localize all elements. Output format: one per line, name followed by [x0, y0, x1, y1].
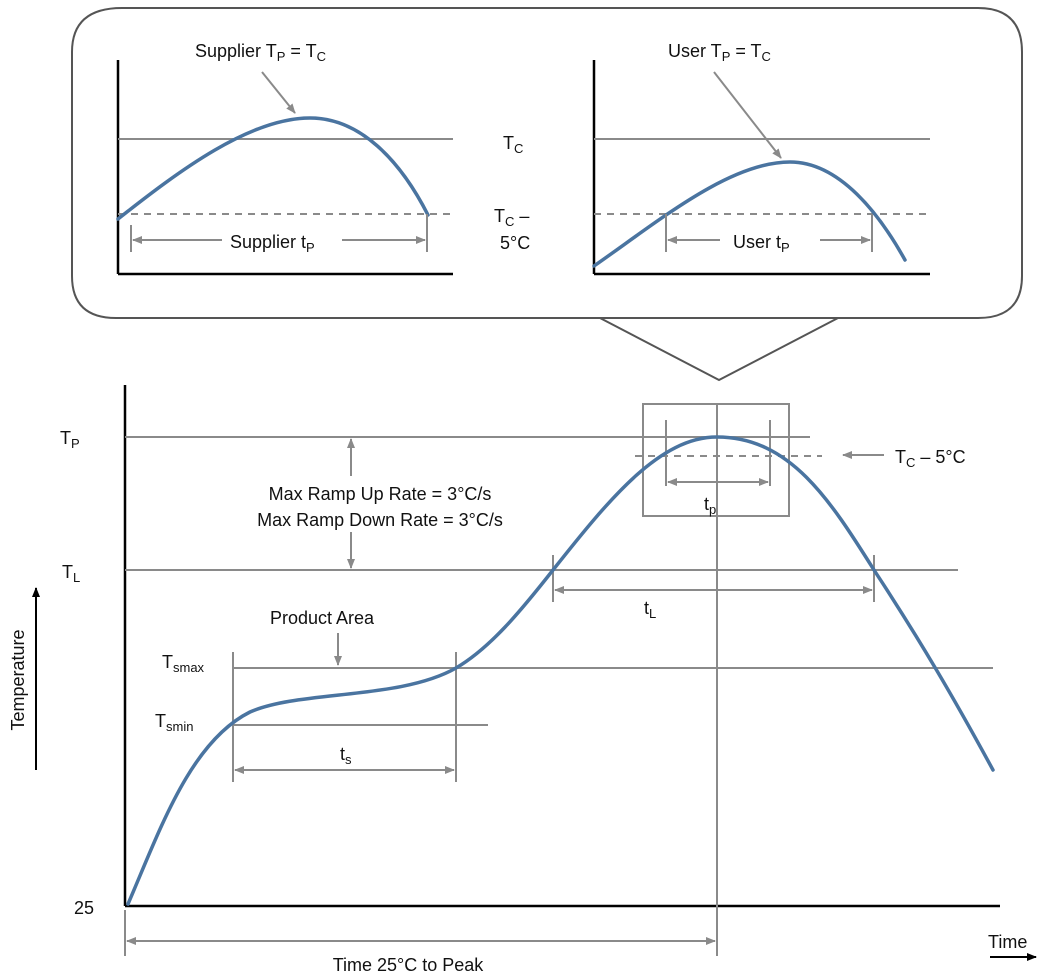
- user-title: User TP = TC: [668, 41, 771, 64]
- callout-5c-label: 5°C: [500, 233, 530, 253]
- x-axis-label: Time: [988, 932, 1027, 952]
- user-mini-chart: [592, 60, 930, 276]
- time-to-peak-label: Time 25°C to Peak: [333, 955, 485, 975]
- tc-minus-5-label: TC – 5°C: [895, 447, 966, 470]
- tp-duration-label: tp: [704, 494, 716, 517]
- supplier-pointer: [261, 71, 296, 114]
- supplier-mini-chart: [116, 60, 453, 276]
- supplier-tp-label: Supplier tP: [230, 232, 315, 255]
- y-axis-label: Temperature: [8, 629, 28, 730]
- ts-duration-label: ts: [340, 744, 352, 767]
- user-tp-label: User tP: [733, 232, 790, 255]
- tp-level-label: TP: [60, 428, 80, 451]
- tsmax-level-label: Tsmax: [162, 652, 205, 675]
- reflow-profile-curve: [126, 435, 995, 906]
- ramp-up-rate-label: Max Ramp Up Rate = 3°C/s: [269, 484, 492, 504]
- callout-bubble: [71, 7, 1023, 382]
- user-pointer: [713, 71, 782, 159]
- main-chart: [123, 385, 1000, 956]
- tl-level-label: TL: [62, 562, 80, 585]
- product-area-label: Product Area: [270, 608, 375, 628]
- tl-duration-label: tL: [644, 598, 656, 621]
- ambient-label: 25: [74, 898, 94, 918]
- tsmin-level-label: Tsmin: [155, 711, 193, 734]
- ramp-down-rate-label: Max Ramp Down Rate = 3°C/s: [257, 510, 503, 530]
- callout-tc-minus-label: TC –: [494, 206, 529, 229]
- callout-tc-label: TC: [503, 133, 523, 156]
- supplier-profile-curve: [116, 116, 430, 221]
- supplier-title: Supplier TP = TC: [195, 41, 326, 64]
- user-profile-curve: [592, 160, 907, 268]
